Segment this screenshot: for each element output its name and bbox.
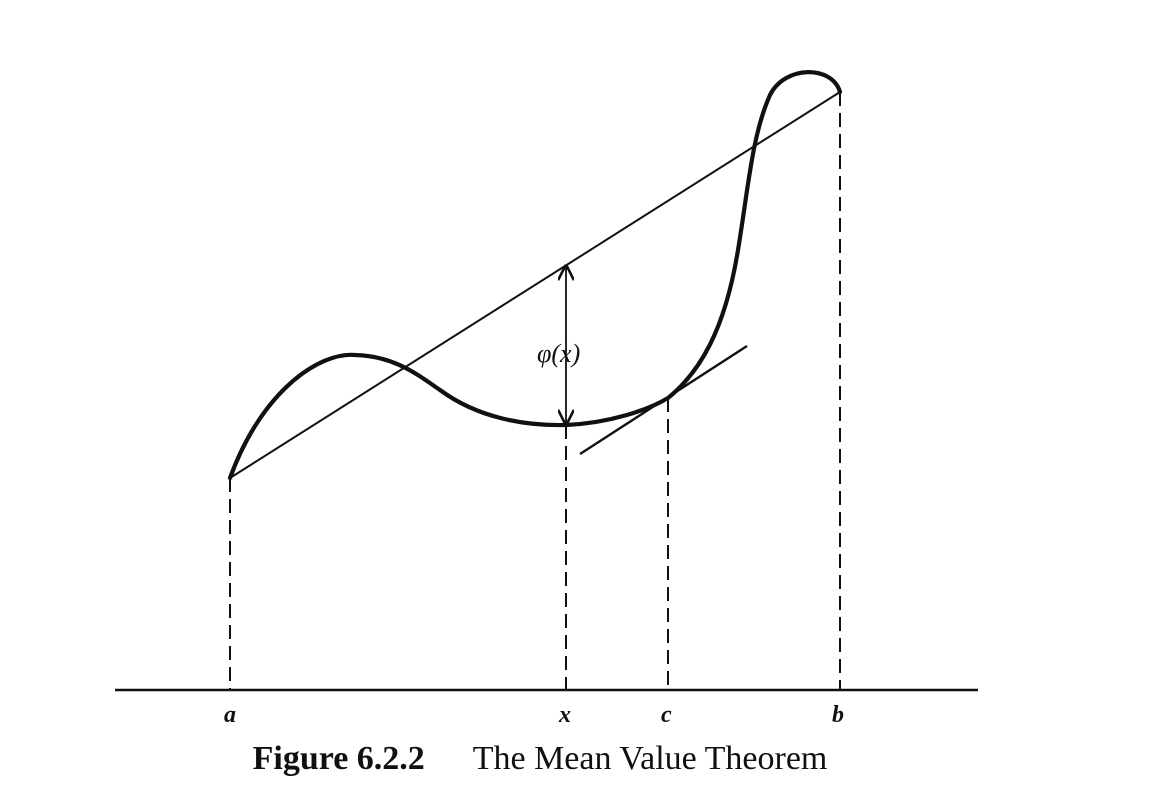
caption-number: Figure 6.2.2 [252,740,425,777]
axis-label-b: b [832,702,844,728]
caption-title: The Mean Value Theorem [472,740,828,777]
secant-line [229,91,841,479]
function-curve [227,70,843,481]
axis-label-x: x [558,702,571,728]
axis-label-a: a [224,702,236,728]
phi-label: φ(x) [537,339,580,368]
figure-caption: Figure 6.2.2 The Mean Value Theorem [0,740,1080,778]
axis-label-c: c [661,702,672,728]
